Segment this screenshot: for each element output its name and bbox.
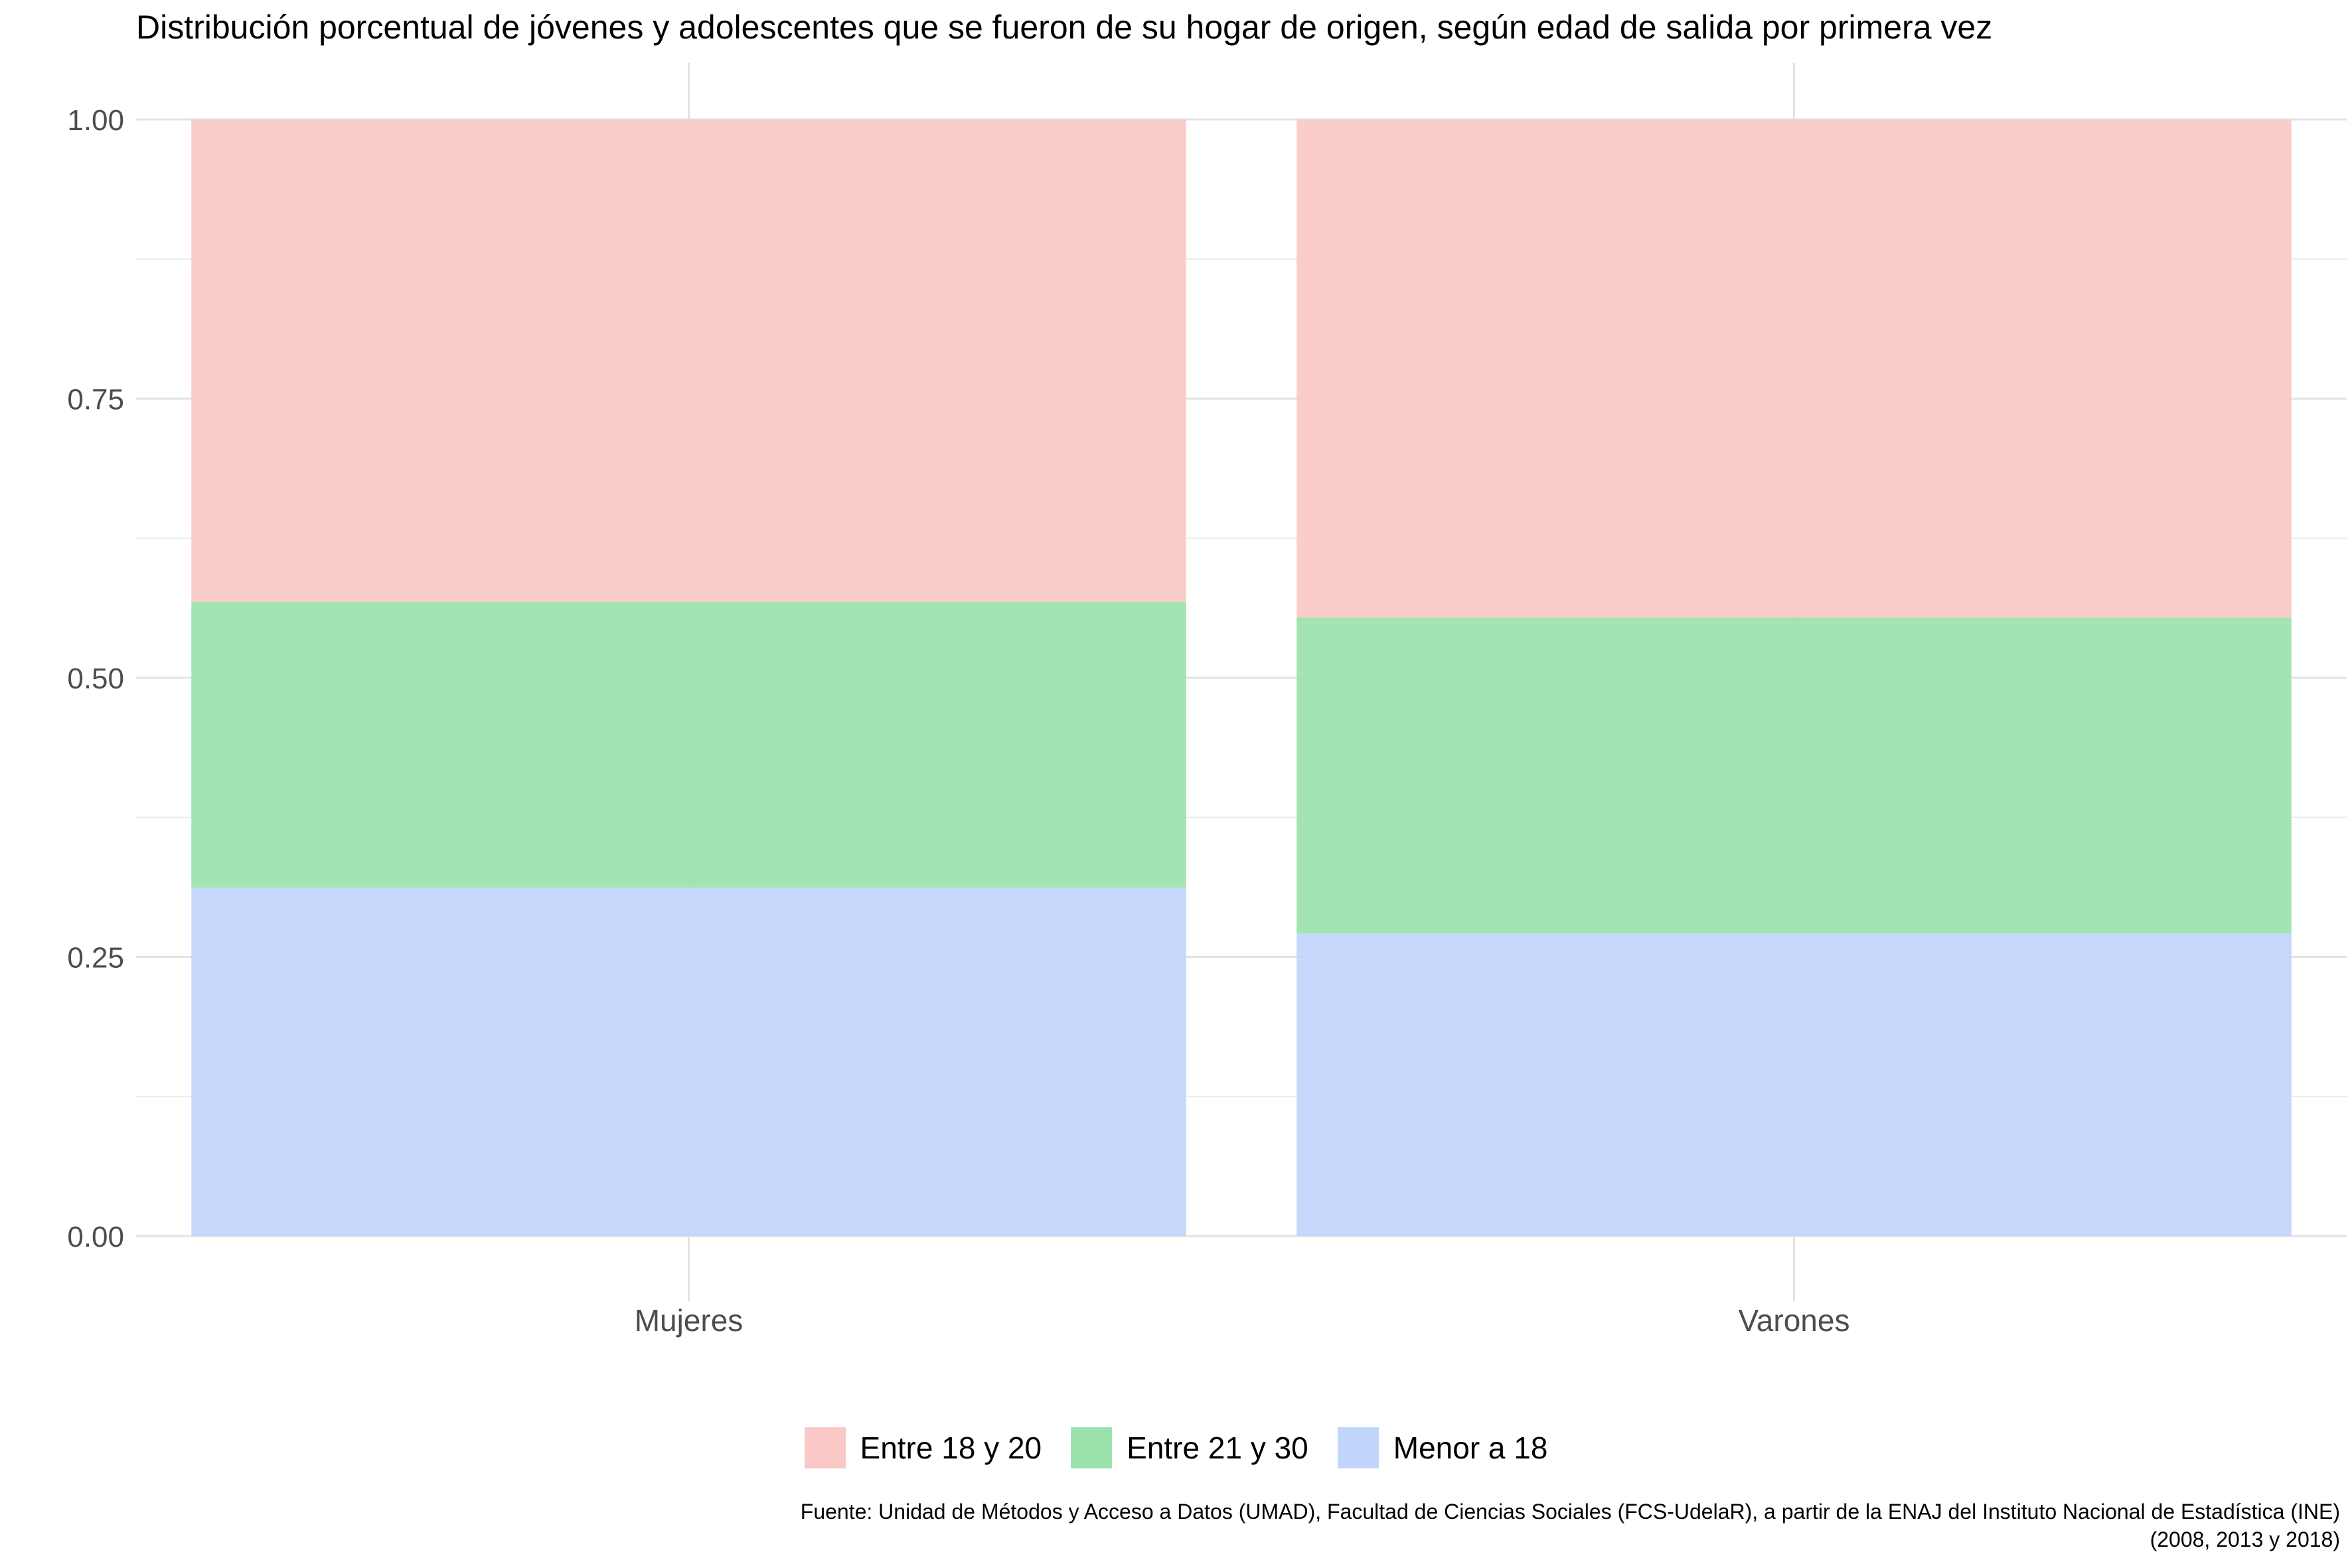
chart-title: Distribución porcentual de jóvenes y ado… — [136, 9, 1993, 46]
legend-label-entre-21-y-30: Entre 21 y 30 — [1127, 1431, 1308, 1465]
legend-label-menor-a-18: Menor a 18 — [1393, 1431, 1548, 1465]
source-caption: Fuente: Unidad de Métodos y Acceso a Dat… — [801, 1498, 2340, 1553]
bar-entre-18-y-20-mujeres — [191, 119, 1186, 602]
y-tick-label: 0.50 — [67, 663, 124, 695]
y-tick-label: 0.00 — [67, 1221, 124, 1253]
legend-swatch-entre-21-y-30 — [1071, 1427, 1113, 1468]
bar-entre-18-y-20-varones — [1296, 119, 2292, 618]
bar-entre-21-y-30-varones — [1296, 617, 2292, 934]
source-caption-line-2: (2008, 2013 y 2018) — [2150, 1528, 2340, 1551]
legend-swatch-entre-18-y-20 — [804, 1427, 846, 1468]
legend-item-menor-a-18: Menor a 18 — [1337, 1427, 1548, 1468]
y-tick-label: 0.75 — [67, 384, 124, 416]
bar-menor-a-18-varones — [1296, 933, 2292, 1236]
bar-menor-a-18-mujeres — [191, 888, 1186, 1236]
legend-item-entre-18-y-20: Entre 18 y 20 — [804, 1427, 1042, 1468]
legend: Entre 18 y 20 Entre 21 y 30 Menor a 18 — [0, 1427, 2352, 1468]
legend-swatch-menor-a-18 — [1337, 1427, 1379, 1468]
y-tick-label: 0.25 — [67, 942, 124, 975]
chart-plot: 0.00 0.25 0.50 0.75 1.00 Mujeres Varones — [67, 63, 2347, 1338]
x-tick-label: Mujeres — [635, 1303, 744, 1338]
y-tick-label: 1.00 — [67, 104, 124, 137]
x-tick-label: Varones — [1739, 1303, 1850, 1338]
legend-item-entre-21-y-30: Entre 21 y 30 — [1071, 1427, 1308, 1468]
bar-entre-21-y-30-mujeres — [191, 601, 1186, 888]
source-caption-line-1: Fuente: Unidad de Métodos y Acceso a Dat… — [800, 1500, 2340, 1524]
legend-label-entre-18-y-20: Entre 18 y 20 — [860, 1431, 1042, 1465]
